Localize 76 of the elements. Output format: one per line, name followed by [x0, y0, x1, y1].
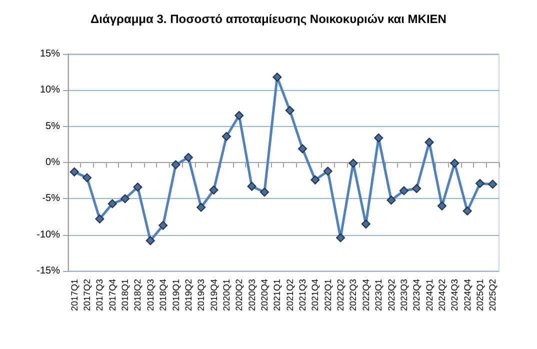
point	[348, 158, 358, 168]
point	[158, 220, 168, 230]
y-tick-label: 10%	[40, 84, 60, 96]
x-tick-label: 2021Q1	[272, 279, 282, 312]
x-tick-label: 2019Q1	[170, 279, 181, 312]
y-tick-label: -15%	[36, 266, 60, 276]
x-tick-label: 2017Q3	[94, 279, 105, 312]
x-tick-label: 2018Q3	[145, 279, 156, 312]
point	[120, 194, 130, 204]
point	[133, 182, 142, 192]
point	[70, 167, 79, 176]
point	[222, 132, 231, 141]
x-tick-label: 2024Q2	[436, 279, 447, 312]
chart-title: Διάγραμμα 3. Ποσοστό αποταμίευσης Νοικοκυριών και ΜΚΙΕΝ	[90, 12, 446, 26]
x-tick-label: 2021Q2	[284, 279, 295, 312]
x-tick-label: 2019Q4	[208, 279, 219, 312]
point	[336, 233, 346, 242]
x-tick-label: 2025Q2	[488, 279, 498, 312]
point	[146, 236, 155, 246]
point	[374, 133, 384, 142]
point	[298, 144, 308, 154]
y-tick-label: 0%	[46, 157, 60, 168]
x-tick-label: 2021Q3	[298, 279, 308, 312]
x-tick-label: 2017Q4	[107, 279, 118, 312]
point	[82, 173, 92, 182]
point	[323, 166, 332, 176]
point	[437, 201, 446, 210]
x-tick-label: 2020Q2	[234, 279, 244, 312]
point	[386, 196, 396, 205]
point	[196, 202, 206, 212]
point	[260, 188, 269, 197]
point	[171, 160, 180, 170]
point	[424, 138, 434, 147]
point	[475, 178, 484, 188]
x-tick-label: 2023Q1	[374, 279, 384, 312]
x-tick-label: 2018Q2	[132, 279, 143, 312]
x-tick-label: 2020Q4	[259, 279, 270, 312]
x-tick-label: 2025Q1	[474, 279, 485, 312]
point	[488, 180, 498, 189]
point	[462, 206, 472, 216]
x-tick-label: 2017Q2	[82, 279, 92, 312]
y-tick-label: 5%	[46, 120, 60, 132]
point	[184, 152, 193, 162]
x-tick-label: 2021Q4	[310, 279, 320, 312]
x-tick-label: 2024Q3	[450, 279, 460, 312]
x-tick-label: 2022Q4	[360, 279, 371, 312]
y-tick-label: -10%	[36, 229, 60, 240]
x-tick-label: 2018Q4	[158, 279, 168, 312]
point	[310, 175, 320, 184]
point	[450, 158, 460, 168]
y-tick-label: -5%	[42, 193, 60, 204]
x-tick-label: 2019Q3	[196, 279, 206, 312]
point	[285, 106, 294, 115]
x-tick-label: 2022Q1	[322, 279, 333, 312]
x-tick-label: 2022Q2	[336, 279, 346, 312]
y-tick-label: 15%	[40, 48, 60, 60]
point	[399, 186, 408, 196]
x-tick-label: 2024Q4	[462, 279, 472, 312]
point	[209, 185, 218, 194]
x-tick-label: 2020Q3	[246, 279, 257, 312]
x-tick-label: 2019Q2	[183, 279, 194, 312]
x-tick-label: 2020Q1	[221, 279, 232, 312]
point	[95, 214, 104, 224]
x-tick-label: 2017Q1	[69, 279, 80, 312]
x-tick-label: 2023Q3	[398, 279, 409, 312]
point	[234, 110, 244, 120]
x-tick-label: 2024Q1	[424, 279, 434, 312]
x-tick-label: 2018Q1	[120, 279, 130, 312]
x-tick-label: 2023Q2	[386, 279, 396, 312]
point	[361, 219, 370, 228]
x-tick-label: 2022Q3	[348, 279, 358, 312]
point	[272, 72, 282, 82]
point	[108, 199, 117, 208]
point	[412, 184, 422, 194]
point	[247, 182, 256, 191]
x-tick-label: 2023Q4	[412, 279, 422, 312]
